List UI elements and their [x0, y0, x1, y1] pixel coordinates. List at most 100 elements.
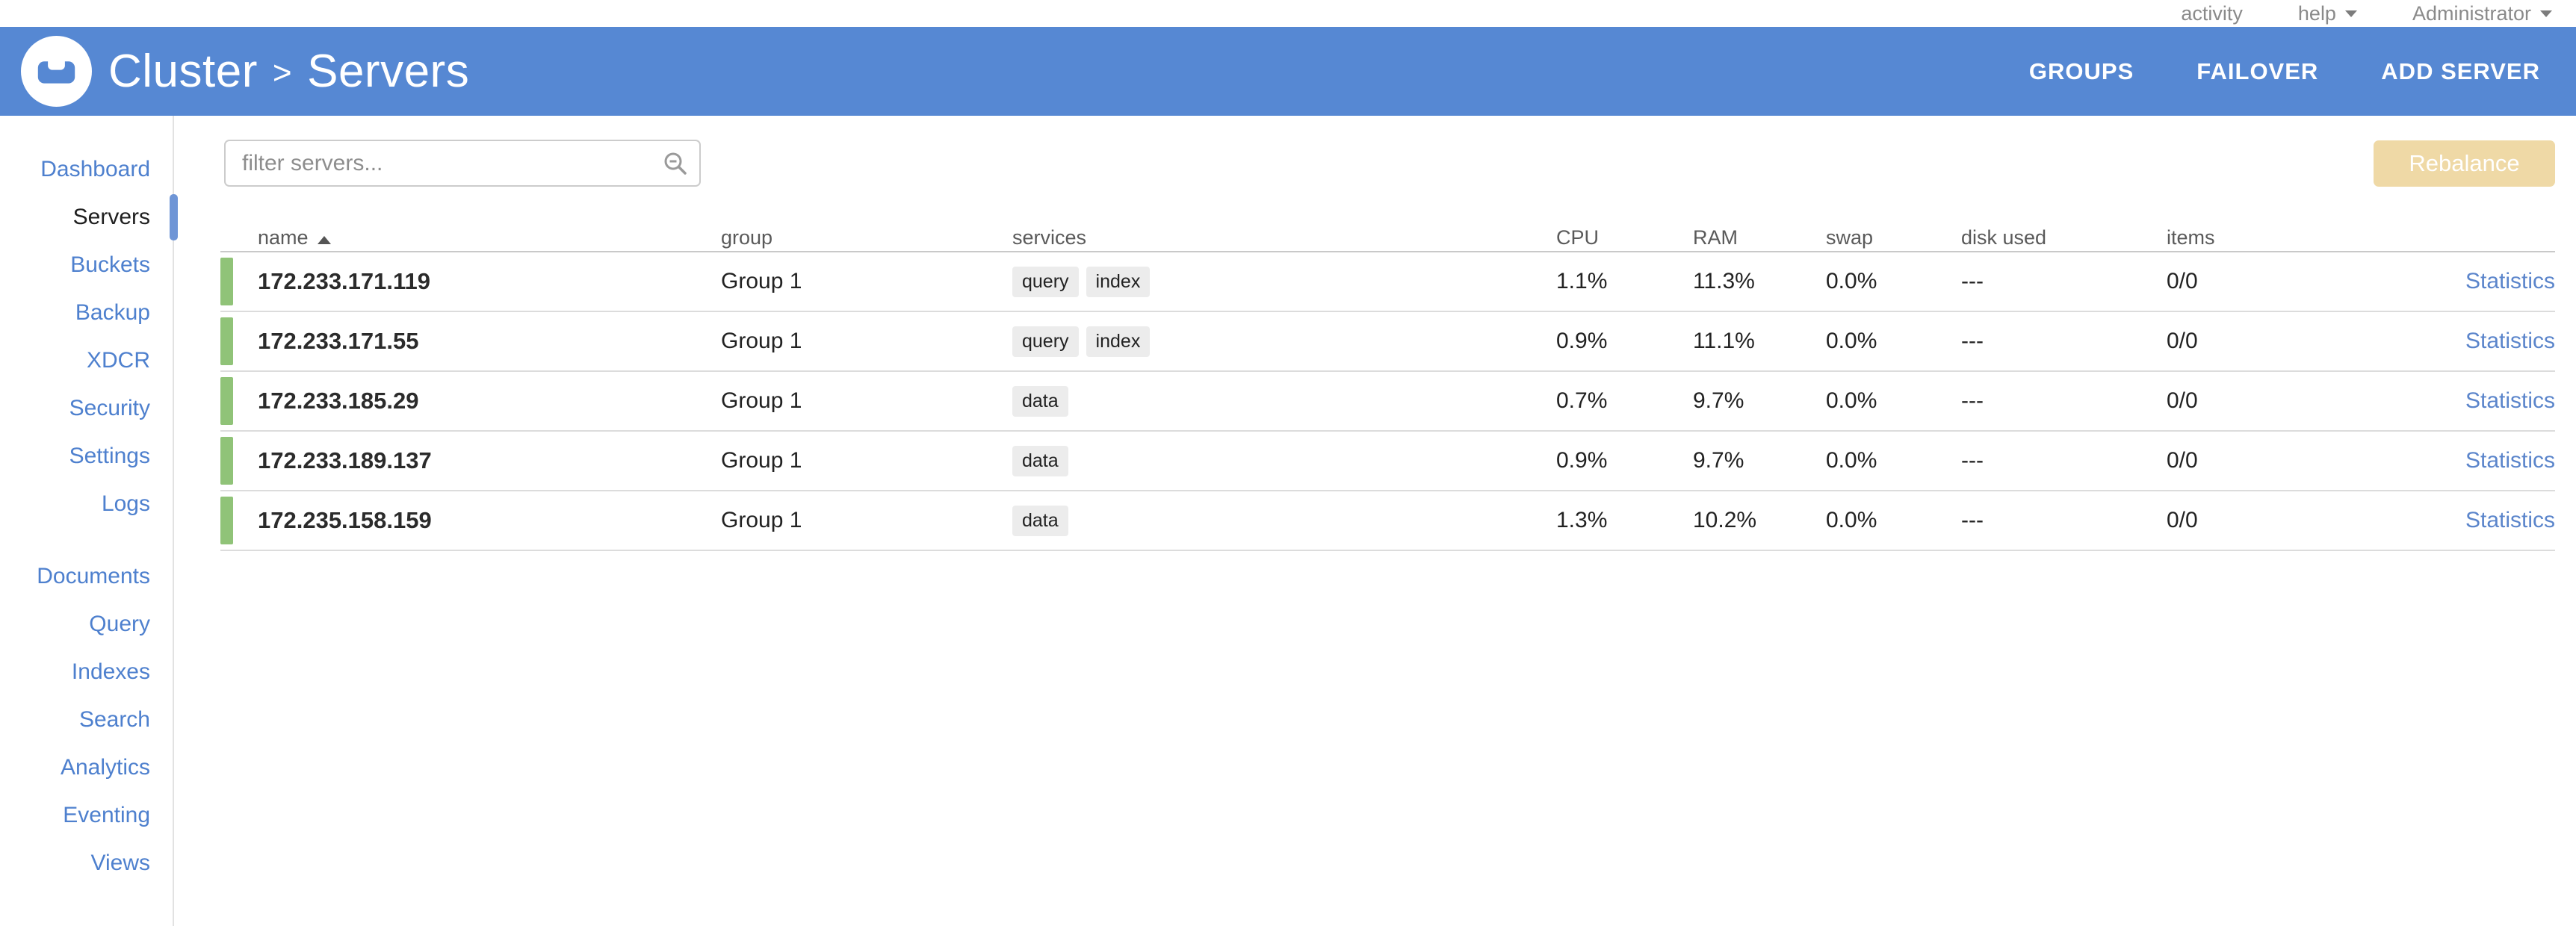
statistics-cell: Statistics	[2361, 388, 2555, 414]
sort-ascending-icon	[317, 235, 331, 244]
column-header-ram[interactable]: RAM	[1693, 226, 1738, 249]
server-disk-used: ---	[1961, 329, 1984, 353]
sidebar-item-buckets[interactable]: Buckets	[70, 252, 150, 277]
table-row[interactable]: 172.233.189.137 Group 1 data 0.9% 9.7% 0…	[220, 432, 2555, 491]
server-group: Group 1	[721, 508, 802, 532]
server-services: data	[1012, 505, 1556, 536]
sidebar-item-logs[interactable]: Logs	[101, 491, 150, 516]
search-icon	[664, 152, 687, 175]
sidebar-item-security[interactable]: Security	[69, 396, 150, 420]
chevron-down-icon	[2540, 10, 2552, 17]
statistics-link[interactable]: Statistics	[2465, 448, 2555, 473]
server-services: query index	[1012, 266, 1556, 297]
servers-toolbar: Rebalance	[224, 140, 2555, 187]
statistics-link[interactable]: Statistics	[2465, 388, 2555, 413]
server-items: 0/0	[2167, 508, 2198, 532]
service-badge: data	[1012, 445, 1068, 476]
server-swap: 0.0%	[1826, 388, 1877, 413]
server-ram: 11.1%	[1693, 329, 1755, 353]
header-actions: GROUPS FAILOVER ADD SERVER	[2029, 58, 2540, 85]
server-name: 172.235.158.159	[258, 507, 432, 533]
column-header-disk-used[interactable]: disk used	[1961, 226, 2047, 249]
sidebar-item-backup[interactable]: Backup	[75, 300, 150, 325]
table-row[interactable]: 172.233.171.55 Group 1 query index 0.9% 1…	[220, 312, 2555, 372]
page-title: Servers	[307, 46, 470, 97]
sidebar-item-search[interactable]: Search	[78, 707, 150, 732]
server-items: 0/0	[2167, 329, 2198, 353]
server-group: Group 1	[721, 448, 802, 473]
user-menu-label: Administrator	[2412, 1, 2531, 25]
server-health-indicator	[220, 258, 233, 305]
service-badge: query	[1012, 326, 1079, 357]
statistics-cell: Statistics	[2361, 508, 2555, 533]
breadcrumb: Cluster > Servers	[108, 45, 469, 98]
sidebar-item-xdcr[interactable]: XDCR	[86, 348, 150, 373]
server-ram: 11.3%	[1693, 269, 1755, 293]
server-health-indicator	[220, 317, 233, 365]
server-health-indicator	[220, 437, 233, 485]
column-header-swap[interactable]: swap	[1826, 226, 1874, 249]
server-cpu: 1.3%	[1556, 508, 1608, 532]
column-header-name[interactable]: name	[258, 226, 721, 249]
server-cpu: 0.9%	[1556, 329, 1608, 353]
server-swap: 0.0%	[1826, 269, 1877, 293]
sidebar-item-query[interactable]: Query	[89, 612, 150, 636]
column-header-cpu[interactable]: CPU	[1556, 226, 1600, 249]
active-page-indicator	[170, 194, 178, 240]
sidebar-item-documents[interactable]: Documents	[37, 564, 150, 588]
table-row[interactable]: 172.235.158.159 Group 1 data 1.3% 10.2% …	[220, 491, 2555, 551]
sidebar-group-divider	[0, 528, 173, 553]
server-ram: 10.2%	[1693, 508, 1757, 532]
statistics-cell: Statistics	[2361, 448, 2555, 473]
sidebar-item-views[interactable]: Views	[90, 851, 150, 875]
statistics-link[interactable]: Statistics	[2465, 508, 2555, 532]
server-disk-used: ---	[1961, 269, 1984, 293]
server-services: data	[1012, 445, 1556, 476]
server-items: 0/0	[2167, 269, 2198, 293]
server-name: 172.233.171.55	[258, 328, 419, 354]
help-menu[interactable]: help	[2298, 2, 2357, 25]
utility-bar: activity help Administrator	[0, 0, 2576, 27]
user-menu[interactable]: Administrator	[2412, 2, 2552, 25]
server-name: 172.233.171.119	[258, 268, 431, 294]
main-content: Rebalance name group services CPU RAM sw…	[174, 116, 2576, 926]
sidebar-item-indexes[interactable]: Indexes	[71, 659, 150, 684]
server-services: query index	[1012, 326, 1556, 357]
server-items: 0/0	[2167, 448, 2198, 473]
couchbase-logo-icon	[21, 36, 92, 107]
server-cpu: 0.9%	[1556, 448, 1608, 473]
statistics-link[interactable]: Statistics	[2465, 329, 2555, 353]
server-group: Group 1	[721, 269, 802, 293]
sidebar-item-servers[interactable]: Servers	[0, 193, 178, 241]
sidebar-item-settings[interactable]: Settings	[69, 444, 150, 468]
server-disk-used: ---	[1961, 448, 1984, 473]
app-header: Cluster > Servers GROUPS FAILOVER ADD SE…	[0, 27, 2576, 116]
statistics-link[interactable]: Statistics	[2465, 269, 2555, 293]
groups-button[interactable]: GROUPS	[2028, 58, 2134, 84]
filter-servers-input[interactable]	[224, 140, 701, 187]
service-badge: index	[1086, 326, 1151, 357]
service-badge: query	[1012, 266, 1079, 297]
activity-link[interactable]: activity	[2181, 1, 2243, 25]
failover-button[interactable]: FAILOVER	[2196, 58, 2319, 84]
server-group: Group 1	[721, 329, 802, 353]
sidebar-item-dashboard[interactable]: Dashboard	[40, 157, 150, 181]
column-header-items[interactable]: items	[2167, 226, 2215, 249]
table-row[interactable]: 172.233.171.119 Group 1 query index 1.1% …	[220, 252, 2555, 312]
breadcrumb-cluster: Cluster	[108, 46, 258, 97]
sidebar-item-analytics[interactable]: Analytics	[60, 755, 150, 780]
chevron-down-icon	[2344, 10, 2357, 17]
table-row[interactable]: 172.233.185.29 Group 1 data 0.7% 9.7% 0.…	[220, 372, 2555, 432]
add-server-button[interactable]: ADD SERVER	[2381, 58, 2540, 84]
service-badge: data	[1012, 385, 1068, 417]
sidebar-item-eventing[interactable]: Eventing	[63, 803, 150, 827]
column-header-services[interactable]: services	[1012, 226, 1087, 249]
statistics-cell: Statistics	[2361, 269, 2555, 294]
server-name: 172.233.189.137	[258, 447, 432, 473]
rebalance-button[interactable]: Rebalance	[2374, 140, 2555, 187]
statistics-cell: Statistics	[2361, 329, 2555, 354]
sidebar-item-servers-label: Servers	[72, 205, 150, 229]
column-header-group[interactable]: group	[721, 226, 773, 249]
sidebar: Dashboard Servers Buckets Backup XDCR Se…	[0, 116, 178, 926]
server-ram: 9.7%	[1693, 388, 1744, 413]
